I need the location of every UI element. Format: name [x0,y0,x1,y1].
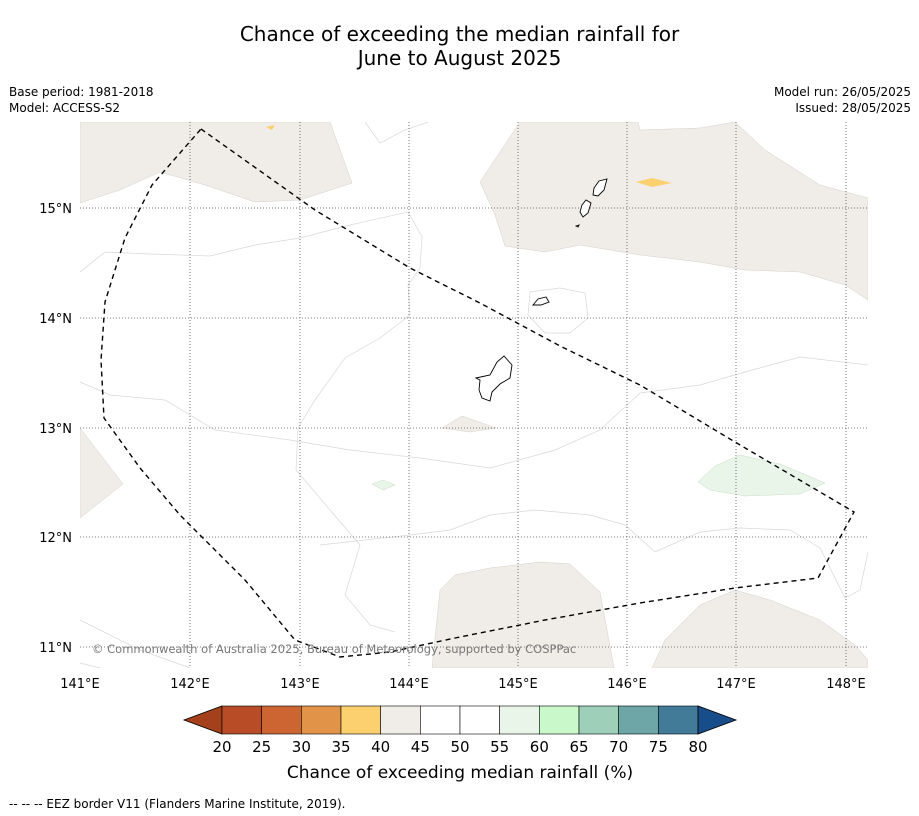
title-line-1: Chance of exceeding the median rainfall … [239,22,680,46]
copyright-text: © Commonwealth of Australia 2025, Bureau… [92,642,576,656]
colorbar-tick-label: 60 [530,738,549,756]
lon-label: 143°E [280,677,320,692]
colorbar-tick-labels: 20 25 30 35 40 45 50 55 60 65 70 75 80 [212,738,707,756]
graticule [80,122,868,668]
region-se [651,589,868,668]
colorbar-label: Chance of exceeding median rainfall (%) [287,763,633,783]
colorbar-tick-label: 30 [292,738,311,756]
map-area: © Commonwealth of Australia 2025, Bureau… [80,122,868,668]
rota-island [532,296,550,306]
colorbar-tick-label: 35 [331,738,350,756]
region-ne [479,122,868,301]
lon-label: 142°E [170,677,210,692]
colorbar-segment [340,705,381,735]
colorbar-segment [499,705,540,735]
meta-left: Base period: 1981-2018 Model: ACCESS-S2 [9,84,154,116]
lat-label: 15°N [39,202,72,217]
colorbar [182,705,738,735]
colorbar-extension-high [697,705,738,735]
islands [474,178,608,402]
colorbar-tick-label: 40 [371,738,390,756]
green-region-east [697,454,826,497]
region-nw [80,122,353,204]
colorbar-tick-label: 65 [569,738,588,756]
colorbar-segment [261,705,302,735]
tinian-island [579,199,592,218]
colorbar-segment [459,705,500,735]
colorbar-segment [578,705,619,735]
colorbar-tick-label: 50 [450,738,469,756]
colorbar-extension-low [182,705,223,735]
probability-35-40-regions [266,125,672,187]
title-line-2: June to August 2025 [357,46,562,70]
model-run: Model run: 26/05/2025 [773,85,911,99]
colorbar-tick-label: 25 [252,738,271,756]
issued-date: Issued: 28/05/2025 [795,101,911,115]
region-w [80,427,124,519]
lon-label: 147°E [716,677,756,692]
colorbar-segment [658,705,699,735]
probability-55-60-regions [371,454,826,497]
probability-40-45-regions [80,122,868,668]
lon-label: 141°E [60,677,100,692]
aguijan-island [574,224,580,228]
meta-right: Model run: 26/05/2025 Issued: 28/05/2025 [774,84,911,116]
colorbar-segment [301,705,342,735]
base-period: Base period: 1981-2018 [9,85,154,99]
colorbar-tick-label: 20 [212,738,231,756]
longitude-labels: 141°E 142°E 143°E 144°E 145°E 146°E 147°… [60,677,866,692]
colorbar-segment [420,705,461,735]
eez-border [100,128,855,658]
colorbar-tick-label: 75 [649,738,668,756]
colorbar-tick-label: 70 [609,738,628,756]
lat-label: 11°N [39,641,72,656]
colorbar-tick-label: 80 [688,738,707,756]
lat-label: 14°N [39,312,72,327]
colorbar-segment [618,705,659,735]
lon-label: 146°E [607,677,647,692]
lat-label: 13°N [39,422,72,437]
patch-1 [636,178,672,187]
colorbar-segment [380,705,421,735]
lon-label: 145°E [498,677,538,692]
colorbar-segment [221,705,262,735]
lon-label: 144°E [389,677,429,692]
green-region-west [371,479,396,491]
lat-label: 12°N [39,531,72,546]
map-title: Chance of exceeding the median rainfall … [0,22,919,70]
colorbar-segment [539,705,580,735]
model-name: Model: ACCESS-S2 [9,101,121,115]
patch-2 [266,125,275,130]
latitude-labels: 15°N 14°N 13°N 12°N 11°N [39,202,72,656]
colorbar-tick-label: 55 [490,738,509,756]
saipan-island [592,178,608,197]
lon-label: 148°E [826,677,866,692]
eez-footer-note: -- -- -- EEZ border V11 (Flanders Marine… [9,797,346,811]
region-s [431,561,615,668]
colorbar-tick-label: 45 [411,738,430,756]
guam-island [474,355,513,402]
